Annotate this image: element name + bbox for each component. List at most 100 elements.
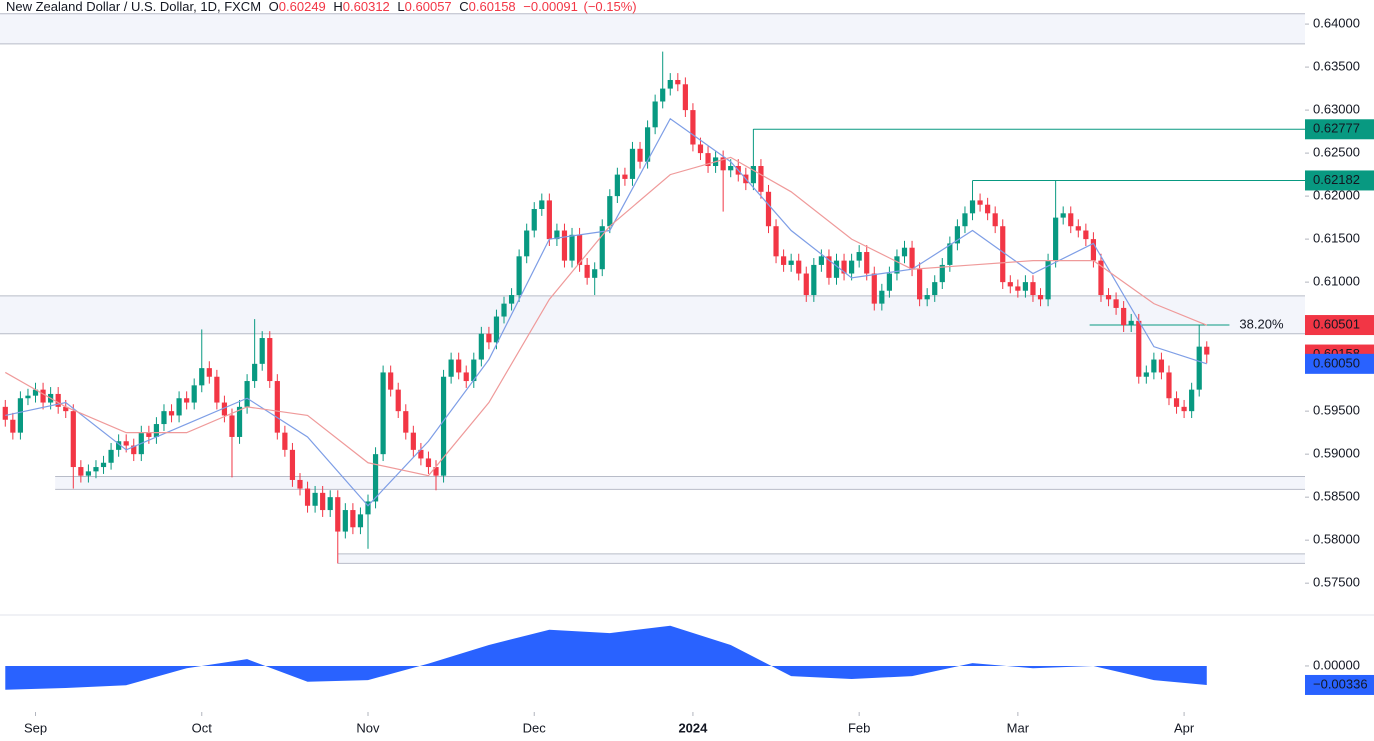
candle-body: [418, 449, 424, 459]
y-tick-label: 0.00000: [1313, 657, 1360, 672]
candle-body: [236, 406, 243, 437]
candle-body: [803, 273, 809, 296]
candle-body: [1189, 389, 1195, 412]
level-box: [1305, 119, 1374, 140]
candle-body: [864, 252, 870, 274]
candle-body: [440, 376, 447, 476]
candle-body: [1015, 286, 1021, 291]
candle-body: [1166, 372, 1172, 399]
candle-body: [924, 295, 930, 300]
candle-body: [448, 359, 454, 377]
oscillator-last-box: [1305, 674, 1374, 695]
candle-body: [773, 226, 779, 257]
plot: 0.64000 0.63500 0.63000 0.62500 0.62000 0.615…: [0, 13, 1374, 735]
candle-body: [85, 471, 92, 476]
candle-body: [781, 256, 787, 265]
candle-body: [811, 264, 817, 296]
candle-body: [388, 372, 394, 390]
candle-body: [622, 174, 628, 179]
candle-body: [153, 424, 160, 437]
x-tick-label: Nov: [356, 720, 380, 735]
candle-body: [40, 389, 46, 403]
candle-body: [55, 393, 61, 407]
ohlc-prefix: O: [269, 0, 279, 14]
candle-body: [304, 488, 311, 506]
candle-body: [614, 174, 620, 197]
candle-body: [1000, 226, 1006, 283]
change-percent: (−0.15%): [584, 0, 637, 14]
candle-body: [161, 411, 167, 425]
candle-body: [939, 264, 945, 283]
candle-body: [78, 467, 84, 476]
candle-body: [569, 234, 575, 261]
candle-body: [644, 127, 651, 162]
candle-body: [244, 381, 250, 407]
candle-body: [252, 363, 258, 382]
candle-body: [289, 449, 296, 480]
candle-body: [917, 269, 923, 300]
candle-body: [682, 84, 688, 111]
candle-body: [954, 226, 961, 244]
change-value: −0.00091: [523, 0, 578, 14]
candle-body: [1113, 299, 1119, 308]
candle-body: [1105, 295, 1112, 300]
candle-body: [433, 467, 439, 476]
candle-body: [796, 260, 802, 274]
candle-body: [17, 398, 24, 433]
candle-body: [342, 510, 348, 532]
candle-body: [493, 316, 500, 343]
candle-body: [1075, 226, 1081, 231]
candle-body: [524, 230, 530, 257]
ohlc-prefix: C: [459, 0, 468, 14]
fib-box: [1305, 315, 1374, 336]
y-tick-label: 0.62500: [1313, 145, 1360, 160]
y-tick-label: 0.63500: [1313, 59, 1360, 74]
candle-body: [199, 368, 205, 386]
candle-body: [297, 479, 303, 489]
candle-body: [1083, 230, 1089, 240]
x-tick-label: 2024: [678, 720, 708, 735]
moving-average-box: [1305, 353, 1374, 374]
candle-body: [176, 398, 182, 416]
candle-body: [818, 256, 824, 265]
candle-body: [660, 88, 666, 102]
candle-body: [909, 247, 915, 270]
candle-body: [1121, 307, 1127, 326]
ohlc-prefix: H: [333, 0, 342, 14]
candle-body: [561, 230, 568, 261]
candle-body: [833, 260, 840, 278]
candle-body: [539, 200, 545, 210]
candle-body: [267, 338, 273, 382]
candle-body: [168, 411, 175, 416]
moving-average: [4, 156, 1207, 477]
candle-body: [191, 385, 197, 403]
x-tick-label: Oct: [192, 720, 213, 735]
candle-body: [901, 247, 908, 257]
candle-body: [1060, 213, 1066, 218]
moving-average: [5, 117, 1207, 507]
level-label: 0.62777: [1313, 121, 1360, 136]
candle-body: [849, 260, 855, 274]
candle-body: [221, 402, 228, 416]
candle-body: [508, 295, 515, 304]
candle-body: [1173, 398, 1180, 407]
candle-body: [463, 372, 469, 382]
candle-body: [1053, 217, 1059, 261]
candle-body: [871, 273, 877, 304]
zone: [0, 295, 1305, 334]
y-tick-label: 0.62000: [1313, 188, 1360, 203]
candle-body: [372, 454, 379, 502]
zone: [55, 476, 1306, 490]
candle-body: [1151, 359, 1157, 373]
candle-body: [788, 260, 794, 265]
candle-body: [1158, 359, 1165, 373]
candle-body: [357, 514, 364, 528]
candle-body: [576, 234, 583, 265]
y-tick-label: 0.61000: [1313, 274, 1360, 289]
candle-body: [599, 226, 605, 270]
candle-body: [932, 282, 938, 296]
y-tick-label: 0.57500: [1313, 575, 1360, 590]
candle-body: [206, 368, 212, 377]
candle-body: [765, 191, 772, 227]
